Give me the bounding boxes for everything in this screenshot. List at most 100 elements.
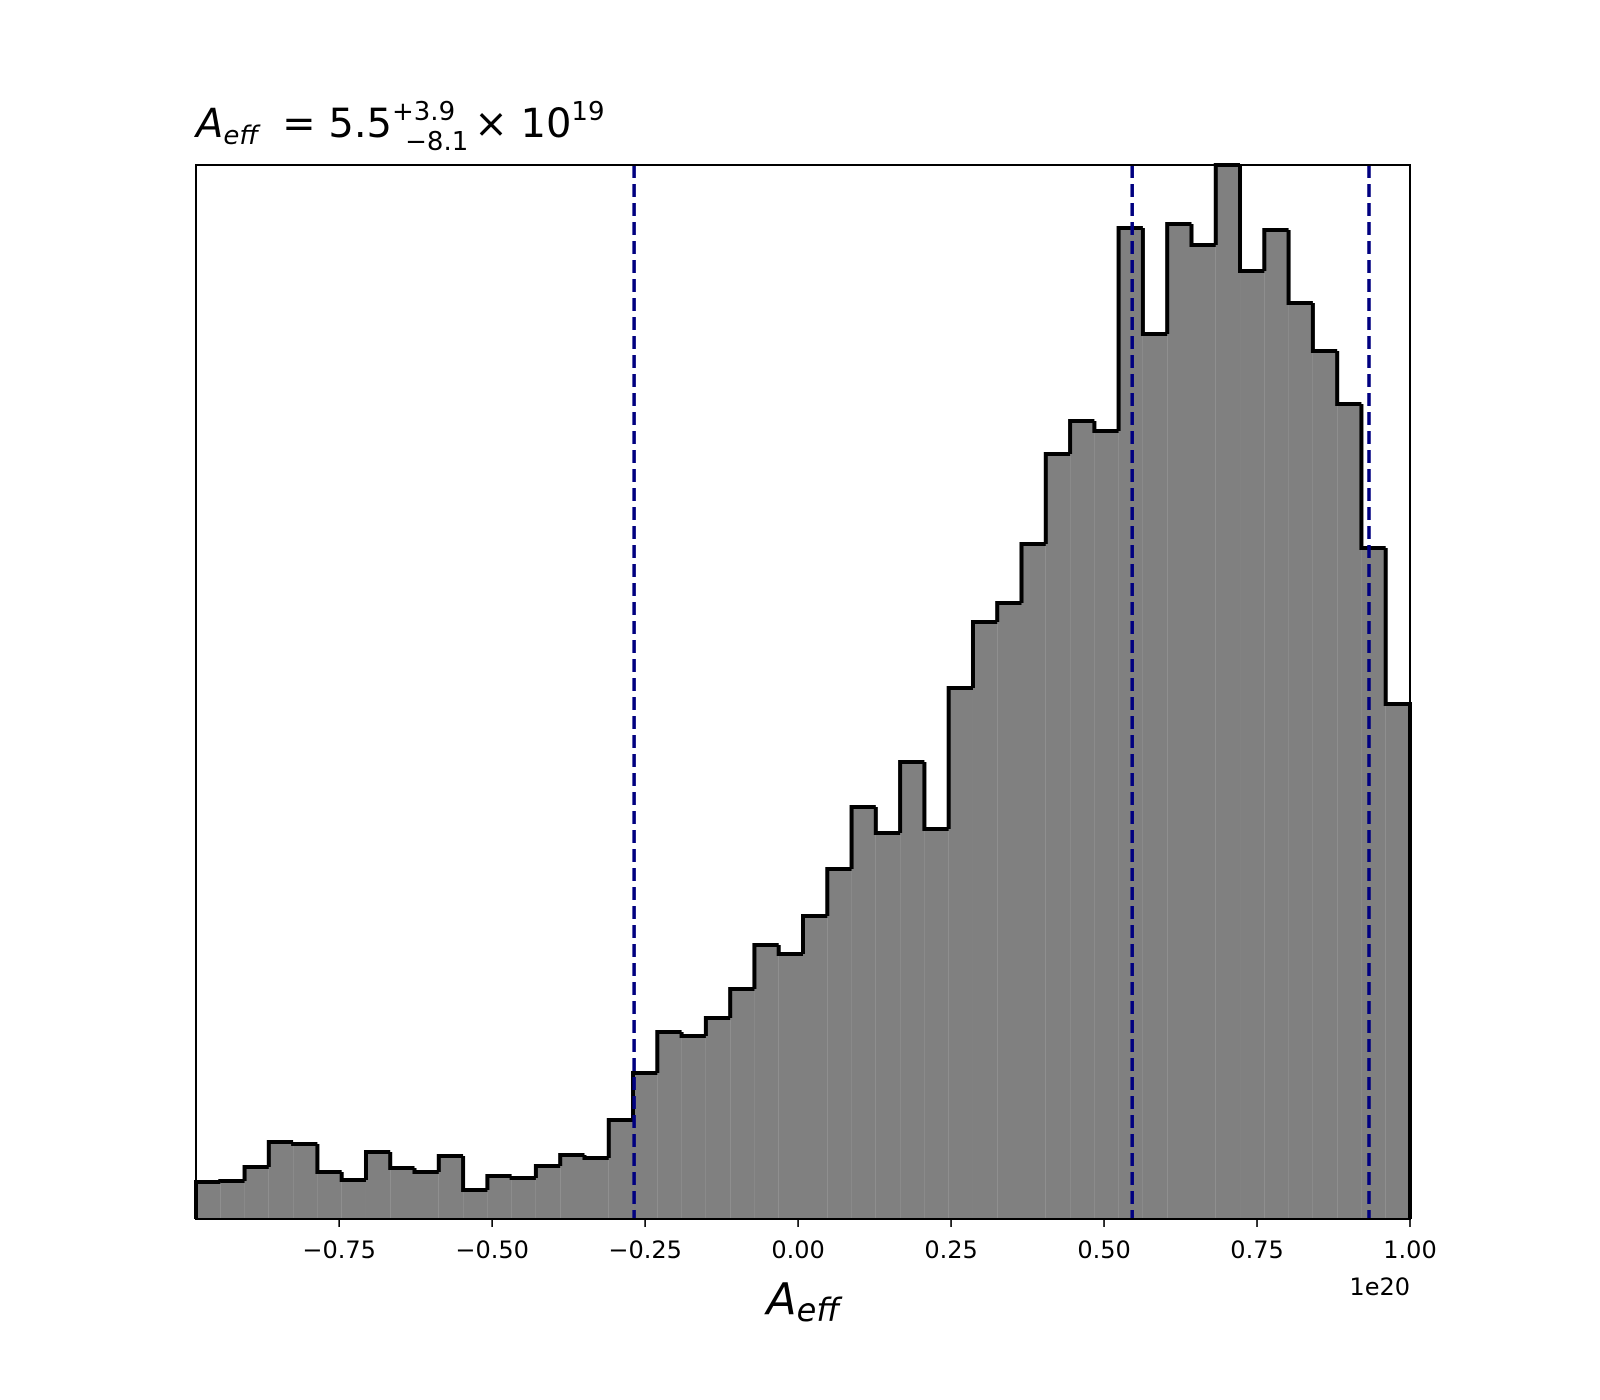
bar [1045, 454, 1071, 1219]
bar [657, 1032, 682, 1219]
bar-outline [1140, 228, 1168, 336]
bar-outline [388, 1152, 415, 1170]
bar [317, 1172, 342, 1219]
x-tick-label: 0.75 [1230, 1236, 1283, 1264]
bar-outline [898, 760, 925, 833]
bar [972, 622, 998, 1219]
bar-outline [509, 1176, 536, 1180]
bar [778, 954, 803, 1219]
bar-outline [315, 1144, 342, 1174]
bar-outline [873, 807, 901, 835]
bar-outline [291, 1142, 318, 1146]
bar [1021, 544, 1046, 1219]
bar-outline [655, 1030, 682, 1073]
bar-outline [1335, 351, 1362, 406]
bar-outline [1165, 222, 1192, 334]
bar-outline [703, 1016, 731, 1036]
bar [341, 1180, 366, 1219]
bar-outline [1189, 224, 1216, 247]
bar-outline [1043, 452, 1071, 544]
title-text: = 5.5 [282, 101, 392, 147]
bar-outline [339, 1172, 366, 1182]
bar [851, 807, 876, 1219]
bar-outline [849, 805, 876, 869]
bar-outline [1092, 421, 1119, 433]
bar-outline [995, 601, 1022, 622]
bar [924, 829, 949, 1219]
bar-outline [801, 914, 828, 954]
bar [900, 762, 925, 1219]
bar-outline [582, 1155, 609, 1160]
bar-outline [776, 945, 803, 956]
bar-outline [1262, 228, 1289, 271]
bar-outline [1310, 303, 1338, 353]
x-tick-label: −0.50 [455, 1236, 529, 1264]
bar [754, 945, 779, 1219]
bar-outline [533, 1164, 561, 1178]
bar-outline [922, 762, 949, 831]
title-sup: +3.9 [392, 97, 455, 127]
title-symbol: A [193, 101, 223, 147]
chart-title: Aeff = 5.5+3.9 −8.1 × 1019 [193, 97, 605, 157]
bar [1215, 165, 1241, 1219]
bar [1094, 431, 1119, 1219]
bar-outline [1359, 404, 1386, 550]
bar [948, 688, 973, 1219]
x-offset-label: 1e20 [1349, 1273, 1410, 1301]
bar [584, 1158, 609, 1219]
bar [1288, 303, 1313, 1219]
bar-outline [218, 1179, 245, 1183]
bar [705, 1018, 731, 1219]
bar [1142, 334, 1168, 1219]
bar [827, 869, 852, 1219]
bar [1337, 404, 1362, 1219]
bar [1167, 224, 1192, 1219]
bar-outline [946, 686, 973, 829]
bar-outline [412, 1168, 439, 1174]
x-axis-label: Aeff [764, 1274, 844, 1329]
bar [730, 989, 755, 1219]
bar [875, 833, 901, 1219]
bar-outline [242, 1165, 269, 1181]
title-sub: −8.1 [405, 127, 468, 157]
x-tick-label: 0.25 [924, 1236, 977, 1264]
bar [1361, 548, 1386, 1219]
bar [463, 1190, 488, 1219]
x-tick-label: 0.00 [771, 1236, 824, 1264]
bar-outline [1068, 419, 1095, 454]
x-tick-label: 1.00 [1383, 1236, 1436, 1264]
bar [1191, 245, 1216, 1219]
bar [803, 916, 828, 1219]
bar [244, 1167, 269, 1219]
bar-outline [1116, 226, 1143, 431]
bar [608, 1120, 634, 1219]
x-tick-label: −0.25 [608, 1236, 682, 1264]
bar [487, 1176, 512, 1219]
bar [220, 1181, 245, 1219]
bar [1070, 421, 1095, 1219]
bar-outline [606, 1118, 634, 1158]
bar-outline [752, 943, 779, 989]
bar-outline [1019, 542, 1046, 603]
bar [268, 1142, 294, 1219]
title-times: × 10 [474, 101, 571, 147]
bar [1312, 351, 1338, 1219]
bar [196, 1182, 221, 1219]
bar-outline [825, 867, 852, 916]
bar-outline [485, 1174, 512, 1190]
bar [633, 1073, 658, 1219]
x-tick-label: −0.75 [302, 1236, 376, 1264]
bar-outline [1286, 230, 1313, 305]
bar-outline [266, 1140, 294, 1167]
title-subscript: eff [223, 121, 261, 151]
x-tick-label: 0.50 [1077, 1236, 1130, 1264]
bar [1385, 704, 1410, 1219]
xlabel-subscript: eff [797, 1291, 844, 1329]
bar [1240, 271, 1265, 1219]
bar [1264, 230, 1289, 1219]
bar-outline [363, 1150, 391, 1180]
bar-outline [1238, 165, 1265, 273]
bar-outline [728, 987, 755, 1018]
bar [535, 1166, 561, 1219]
bar-outline [558, 1153, 585, 1166]
